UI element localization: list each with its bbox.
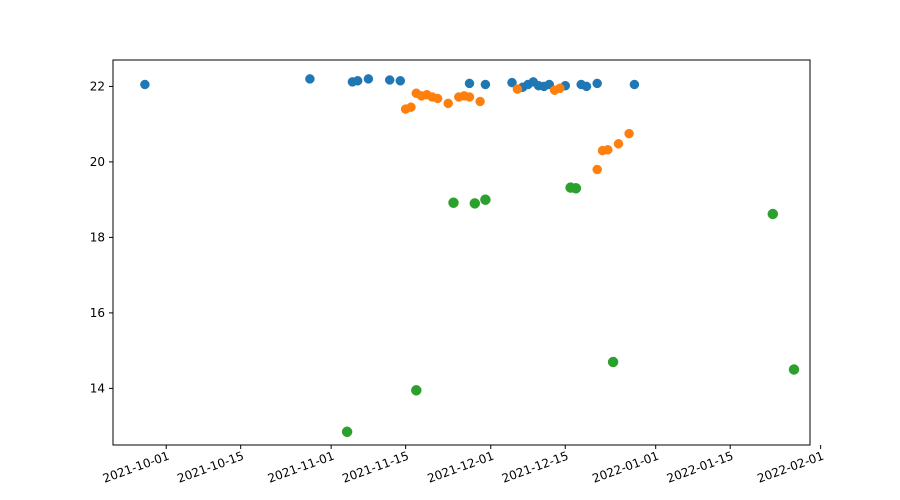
data-point-s1-7 — [395, 76, 406, 86]
data-point-s3-4 — [469, 198, 481, 209]
x-tick-label: 2022-01-15 — [665, 449, 735, 486]
data-point-s3-2 — [411, 385, 422, 396]
x-tick-label: 2021-12-15 — [500, 449, 570, 486]
x-tick-label: 2021-12-01 — [425, 449, 495, 486]
data-point-s2-12 — [475, 96, 485, 107]
data-point-s2-16 — [592, 164, 602, 175]
y-tick-label: 18 — [90, 230, 105, 244]
data-point-s3-8 — [607, 356, 619, 368]
data-point-s2-13 — [512, 84, 523, 94]
data-point-s1-19 — [581, 81, 592, 92]
data-point-s2-15 — [555, 83, 565, 94]
x-axis: 2021-10-01 2021-10-15 2021-11-01 2021-11-15… — [101, 445, 826, 486]
data-point-s3-9 — [767, 208, 779, 220]
data-point-s1-2 — [305, 74, 315, 84]
data-point-s1-20 — [592, 78, 602, 89]
data-point-s1-8 — [464, 78, 475, 89]
x-tick-label: 2021-11-15 — [340, 449, 410, 486]
data-point-s3-3 — [448, 197, 459, 208]
y-axis: 14 16 18 20 22 — [90, 79, 113, 395]
x-tick-label: 2021-11-01 — [266, 449, 336, 486]
x-tick-label: 2022-01-01 — [590, 449, 660, 486]
data-point-s2-20 — [624, 128, 634, 139]
data-point-s1-1 — [140, 79, 150, 90]
y-tick-label: 14 — [90, 381, 105, 395]
data-point-s1-5 — [363, 74, 374, 84]
data-point-s3-10 — [788, 364, 800, 375]
x-tick-label: 2022-02-01 — [755, 449, 825, 486]
data-point-s1-10 — [507, 77, 517, 88]
data-point-s3-1 — [341, 426, 353, 438]
data-point-s2-2 — [406, 102, 416, 112]
axes-frame — [112, 59, 811, 446]
plot-area — [140, 74, 800, 438]
data-point-s1-9 — [480, 79, 491, 90]
data-point-s3-5 — [480, 194, 491, 205]
data-point-s1-6 — [384, 75, 395, 85]
y-tick-label: 22 — [90, 79, 105, 93]
data-point-s2-18 — [603, 145, 613, 155]
data-point-s2-19 — [613, 139, 624, 149]
data-point-s2-11 — [464, 92, 475, 102]
x-tick-label: 2021-10-01 — [101, 449, 171, 486]
x-tick-label: 2021-10-15 — [175, 449, 245, 486]
y-tick-label: 16 — [90, 306, 105, 320]
data-point-s3-7 — [570, 183, 582, 194]
y-tick-label: 20 — [90, 155, 105, 169]
data-point-s1-4 — [352, 76, 363, 86]
data-point-s2-8 — [443, 98, 453, 109]
data-point-s1-21 — [629, 79, 640, 90]
data-point-s2-7 — [432, 93, 443, 104]
